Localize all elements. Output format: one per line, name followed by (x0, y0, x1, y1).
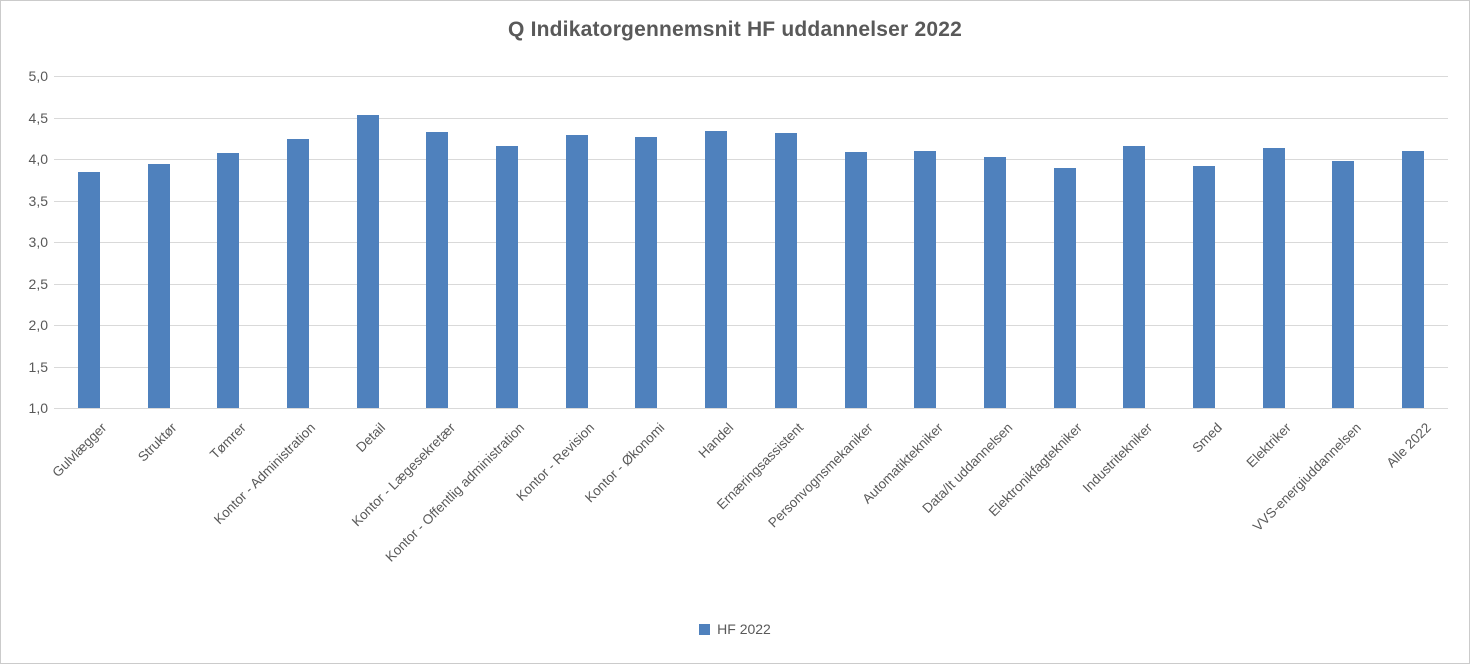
x-tick-label: Handel (695, 420, 737, 461)
x-tick-label: Gulvlægger (49, 420, 110, 480)
bar (565, 134, 588, 408)
legend: HF 2022 (1, 621, 1469, 637)
x-tick-label: Tømrer (206, 420, 249, 462)
gridline (54, 325, 1448, 326)
bar (844, 151, 867, 408)
bar (217, 153, 240, 408)
x-tick-label: Industritekniker (1079, 420, 1155, 496)
bar (426, 132, 449, 408)
gridline (54, 117, 1448, 119)
bar (496, 145, 519, 408)
bar (774, 133, 797, 408)
bar (983, 157, 1006, 408)
x-tick-label: Detail (353, 420, 389, 456)
gridline (54, 366, 1448, 368)
bar (705, 130, 728, 408)
chart-title: Q Indikatorgennemsnit HF uddannelser 202… (508, 18, 962, 41)
x-tick-label: Alle 2022 (1383, 420, 1434, 471)
x-tick-label: Kontor - Offentlig administration (382, 420, 528, 565)
gridline (54, 159, 1448, 160)
y-tick-label: 4,0 (28, 151, 48, 167)
legend-label: HF 2022 (717, 621, 771, 637)
bar (1402, 150, 1425, 408)
y-tick-label: 1,0 (28, 400, 48, 416)
y-tick-label: 1,5 (28, 358, 48, 375)
x-tick-label: Elektriker (1243, 420, 1295, 471)
y-tick-label: 5,0 (28, 68, 48, 84)
bar (1262, 148, 1285, 408)
bar (1053, 168, 1076, 408)
bar (914, 150, 937, 408)
gridline (54, 408, 1448, 409)
y-tick-label: 3,5 (28, 192, 48, 209)
legend-marker-icon (699, 623, 711, 635)
y-tick-label: 4,5 (28, 109, 48, 126)
gridline (54, 242, 1448, 243)
gridline (54, 76, 1448, 77)
gridline (54, 283, 1448, 285)
bar (356, 115, 379, 408)
bar (286, 139, 309, 408)
x-tick-label: Smed (1189, 420, 1225, 456)
gridline (54, 200, 1448, 202)
y-tick-label: 2,5 (28, 275, 48, 292)
bar (1123, 145, 1146, 408)
x-tick-label: Struktør (134, 420, 180, 465)
bar (635, 137, 658, 408)
y-tick-label: 2,0 (28, 317, 48, 333)
y-tick-label: 3,0 (28, 234, 48, 250)
bar (147, 163, 170, 408)
bar (1193, 165, 1216, 408)
bar (1332, 160, 1355, 408)
bar (77, 172, 100, 408)
